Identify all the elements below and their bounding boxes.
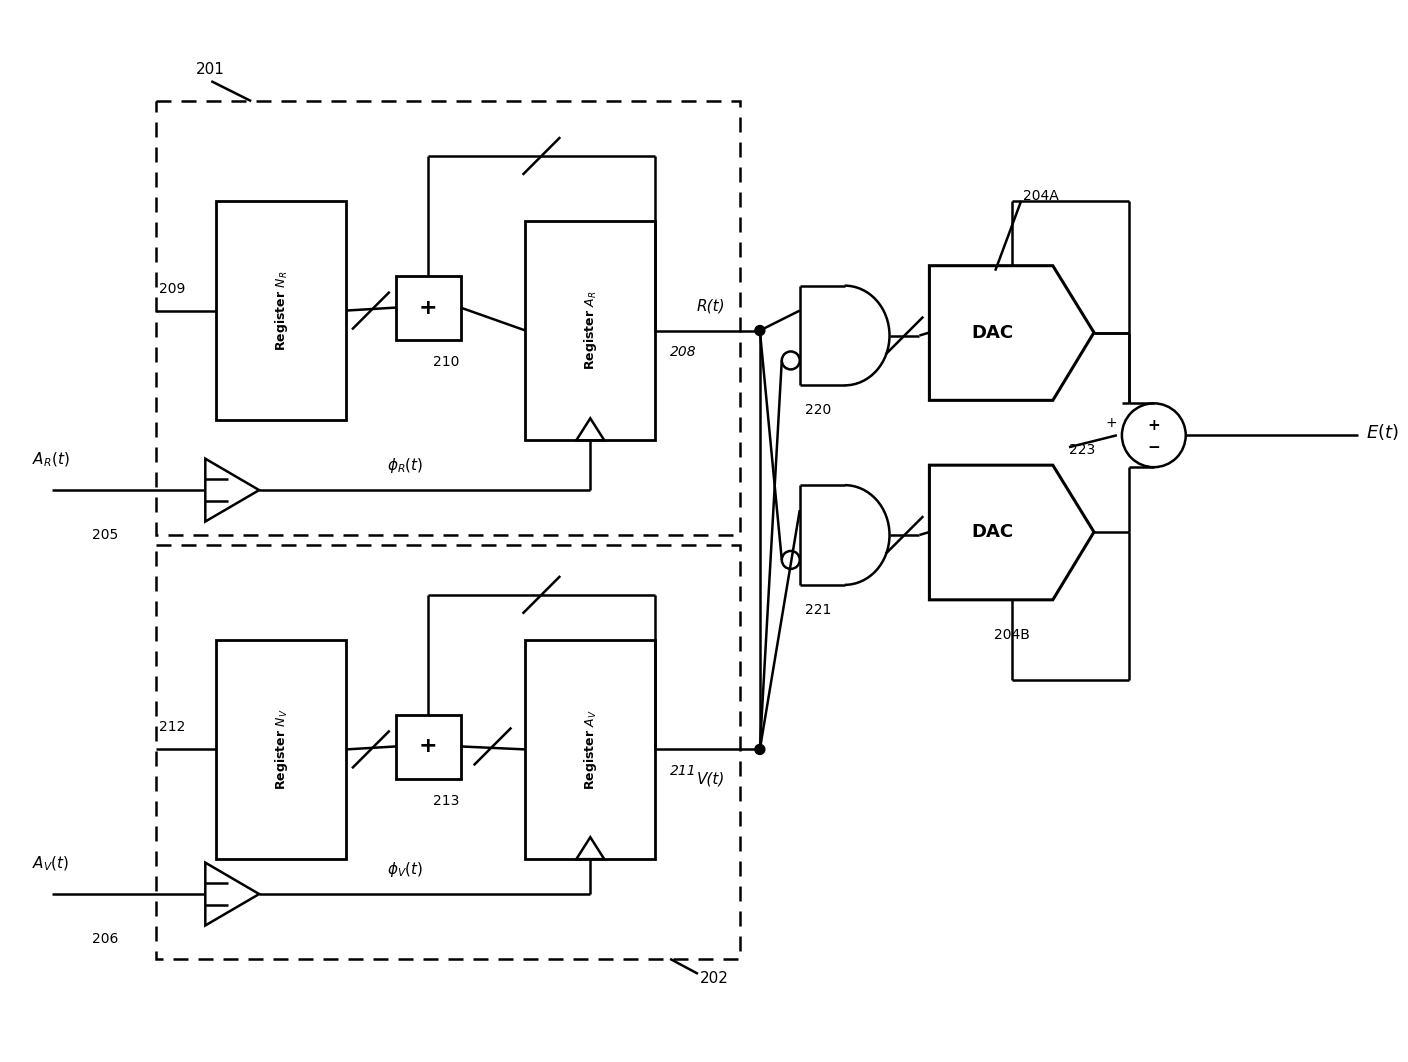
Circle shape: [755, 744, 765, 754]
Bar: [156, 545, 741, 959]
Text: $A_V(t)$: $A_V(t)$: [32, 855, 69, 873]
Text: $\phi_V(t)$: $\phi_V(t)$: [387, 859, 422, 878]
Bar: [217, 639, 346, 859]
Text: Register $A_R$: Register $A_R$: [582, 291, 598, 371]
Text: 213: 213: [432, 794, 459, 808]
Text: 212: 212: [159, 720, 186, 735]
Text: 211: 211: [670, 765, 697, 778]
Text: 206: 206: [92, 932, 118, 946]
Text: Register $N_V$: Register $N_V$: [273, 708, 290, 790]
Text: 210: 210: [432, 356, 459, 370]
Text: $E(t)$: $E(t)$: [1366, 423, 1400, 442]
Text: 204B: 204B: [994, 628, 1029, 641]
Bar: [525, 221, 655, 441]
Text: 209: 209: [159, 281, 186, 295]
Text: $A_R(t)$: $A_R(t)$: [32, 451, 69, 469]
Text: Register $A_V$: Register $A_V$: [582, 709, 598, 790]
Text: DAC: DAC: [972, 523, 1012, 541]
Text: +: +: [418, 297, 436, 318]
Bar: [525, 639, 655, 859]
Bar: [217, 201, 346, 421]
Text: V(t): V(t): [697, 772, 725, 787]
Text: Register $N_R$: Register $N_R$: [273, 271, 290, 350]
Circle shape: [755, 326, 765, 336]
Text: 223: 223: [1069, 443, 1095, 458]
Bar: [396, 715, 460, 780]
Text: 202: 202: [700, 972, 729, 987]
Text: $\phi_R(t)$: $\phi_R(t)$: [387, 456, 422, 475]
Text: 205: 205: [92, 528, 118, 542]
Text: 208: 208: [670, 345, 697, 359]
Bar: [396, 276, 460, 341]
Text: +: +: [1105, 416, 1117, 430]
Text: +: +: [1148, 417, 1160, 433]
Text: 204A: 204A: [1024, 189, 1059, 203]
Text: R(t): R(t): [697, 298, 725, 313]
Bar: [156, 101, 741, 535]
Text: 220: 220: [805, 404, 831, 417]
Text: 201: 201: [196, 62, 225, 76]
Text: −: −: [1148, 440, 1160, 455]
Text: DAC: DAC: [972, 324, 1012, 342]
Text: 221: 221: [805, 603, 831, 617]
Text: +: +: [418, 736, 436, 756]
